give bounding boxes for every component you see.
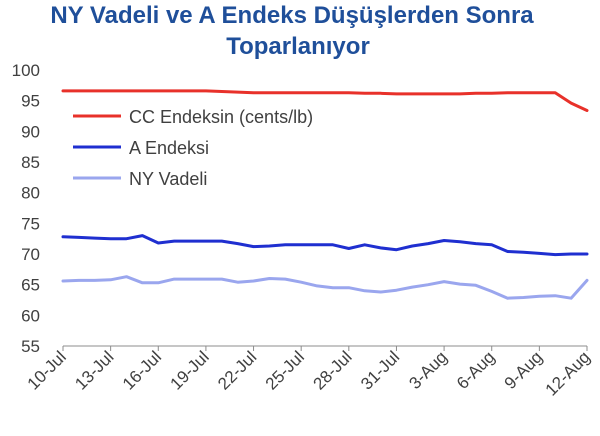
y-tick-label: 55: [21, 337, 40, 356]
y-tick-label: 65: [21, 276, 40, 295]
x-tick-label: 19-Jul: [167, 347, 213, 393]
y-tick-label: 75: [21, 214, 40, 233]
x-tick-label: 28-Jul: [309, 347, 355, 393]
series-line-2: [61, 275, 589, 300]
x-tick-label: 9-Aug: [501, 347, 547, 393]
legend-label-0: CC Endeksin (cents/lb): [129, 107, 313, 127]
x-tick-label: 13-Jul: [71, 347, 117, 393]
x-tick-label: 22-Jul: [214, 347, 260, 393]
legend-label-1: A Endeksi: [129, 138, 209, 158]
series-layer: [61, 89, 589, 300]
y-tick-label: 95: [21, 92, 40, 111]
y-tick-label: 85: [21, 153, 40, 172]
chart-title-line-1: NY Vadeli ve A Endeks Düşüşlerden Sonra: [50, 2, 534, 29]
legend: CC Endeksin (cents/lb) A Endeksi NY Vadeli: [73, 107, 313, 189]
x-tick-label: 16-Jul: [119, 347, 165, 393]
x-tick-label: 3-Aug: [405, 347, 451, 393]
chart-title-line-2: Toparlanıyor: [226, 33, 370, 60]
x-tick-label: 12-Aug: [542, 347, 594, 399]
x-tick-label: 25-Jul: [262, 347, 308, 393]
x-tick-label: 31-Jul: [357, 347, 403, 393]
chart-title: NY Vadeli ve A Endeks Düşüşlerden Sonra …: [0, 0, 600, 70]
legend-label-2: NY Vadeli: [129, 169, 207, 189]
y-tick-label: 80: [21, 184, 40, 203]
y-tick-label: 90: [21, 122, 40, 141]
y-tick-label: 100: [12, 61, 40, 80]
x-tick-label: 6-Aug: [453, 347, 499, 393]
series-line-1: [61, 234, 589, 257]
y-tick-label: 60: [21, 306, 40, 325]
y-tick-label: 70: [21, 245, 40, 264]
series-line-0: [61, 89, 589, 112]
